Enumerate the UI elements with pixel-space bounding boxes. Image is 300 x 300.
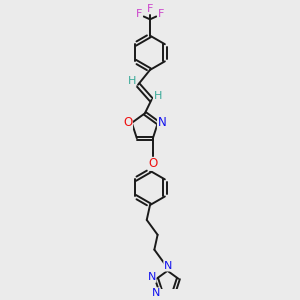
Text: N: N xyxy=(158,116,166,129)
Text: N: N xyxy=(148,272,156,282)
Text: N: N xyxy=(152,288,160,298)
Text: F: F xyxy=(158,9,164,19)
Text: H: H xyxy=(154,92,162,101)
Text: F: F xyxy=(136,9,142,19)
Text: F: F xyxy=(147,4,153,14)
Text: H: H xyxy=(128,76,136,86)
Text: O: O xyxy=(123,116,132,129)
Text: O: O xyxy=(148,158,158,170)
Text: N: N xyxy=(164,261,172,271)
